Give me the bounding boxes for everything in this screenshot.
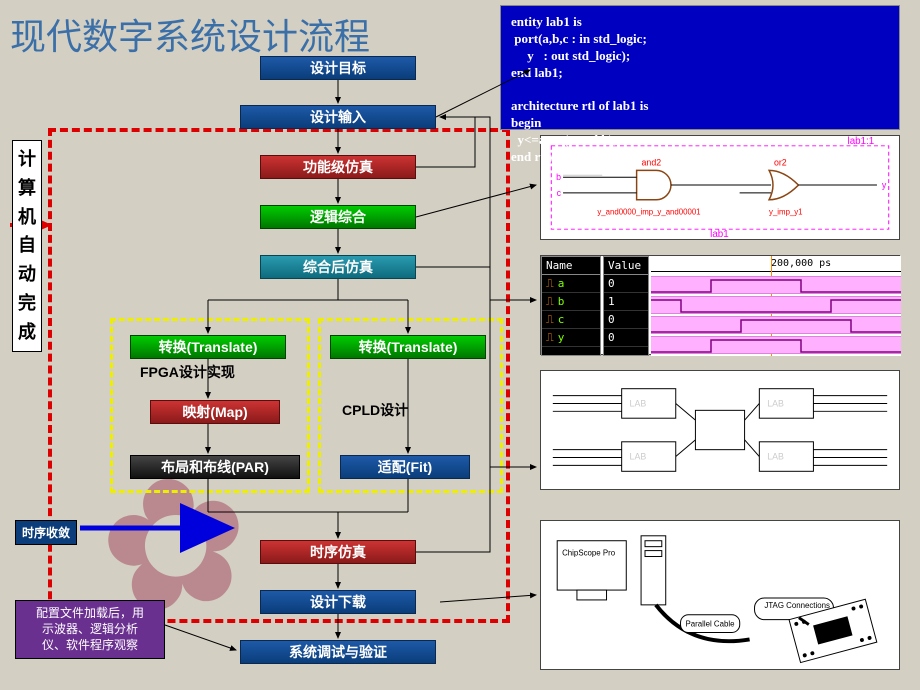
logic-schematic-panel: lab1:1 lab1 b c and2 y_and0000_imp_y_and… bbox=[540, 135, 900, 240]
config-note-l3: 仪、软件程序观察 bbox=[22, 637, 158, 653]
schematic-title-bot: lab1 bbox=[710, 229, 729, 239]
waveform-panel: Name ⎍a ⎍b ⎍c ⎍y Value 0 1 0 0 200,000 p… bbox=[540, 255, 900, 355]
sig-b: b bbox=[558, 295, 565, 308]
svg-text:LAB: LAB bbox=[767, 398, 784, 408]
download-panel: ChipScope Pro Parallel Cable JTAG Connec… bbox=[540, 520, 900, 670]
val-y: 0 bbox=[604, 331, 619, 344]
flow-box-map: 映射(Map) bbox=[150, 400, 280, 424]
flow-box-fit: 适配(Fit) bbox=[340, 455, 470, 479]
val-b: 1 bbox=[604, 295, 619, 308]
svg-text:Parallel Cable: Parallel Cable bbox=[685, 620, 735, 629]
svg-text:LAB: LAB bbox=[767, 452, 784, 462]
wave-area: 200,000 ps bbox=[651, 256, 901, 356]
label-config-note: 配置文件加载后，用 示波器、逻辑分析 仪、软件程序观察 bbox=[15, 600, 165, 659]
flow-box-synthesis: 逻辑综合 bbox=[260, 205, 416, 229]
label-timing-converge: 时序收敛 bbox=[15, 520, 77, 545]
name-header: Name bbox=[542, 257, 600, 275]
svg-text:y: y bbox=[882, 180, 887, 190]
signal-values-col: Value 0 1 0 0 bbox=[603, 256, 649, 356]
value-header: Value bbox=[604, 257, 648, 275]
vertical-label-auto: 计算机自动完成 bbox=[12, 140, 42, 352]
svg-text:ChipScope Pro: ChipScope Pro bbox=[562, 549, 616, 558]
flow-box-download: 设计下载 bbox=[260, 590, 416, 614]
flow-box-verify: 系统调试与验证 bbox=[240, 640, 436, 664]
page-title: 现代数字系统设计流程 bbox=[10, 8, 370, 60]
val-c: 0 bbox=[604, 313, 619, 326]
svg-text:y_and0000_imp_y_and00001: y_and0000_imp_y_and00001 bbox=[597, 207, 700, 216]
svg-text:and2: and2 bbox=[642, 157, 662, 167]
flow-box-func_sim: 功能级仿真 bbox=[260, 155, 416, 179]
svg-text:c: c bbox=[557, 188, 562, 198]
config-note-l2: 示波器、逻辑分析 bbox=[22, 621, 158, 637]
flow-box-post_syn_sim: 综合后仿真 bbox=[260, 255, 416, 279]
label-cpld-impl: CPLD设计 bbox=[342, 400, 408, 420]
flow-box-translate_l: 转换(Translate) bbox=[130, 335, 286, 359]
flow-box-translate_r: 转换(Translate) bbox=[330, 335, 486, 359]
label-fpga-impl: FPGA设计实现 bbox=[140, 362, 235, 382]
vhdl-code-panel: entity lab1 is port(a,b,c : in std_logic… bbox=[500, 5, 900, 130]
sig-a: a bbox=[558, 277, 565, 290]
sig-c: c bbox=[558, 313, 565, 326]
svg-text:JTAG Connections: JTAG Connections bbox=[764, 601, 830, 610]
svg-text:or2: or2 bbox=[774, 157, 787, 167]
signal-names-col: Name ⎍a ⎍b ⎍c ⎍y bbox=[541, 256, 601, 356]
cpld-block-panel: LAB LAB LAB LAB bbox=[540, 370, 900, 490]
vertical-label-text: 计算机自动完成 bbox=[13, 145, 41, 347]
sig-y: y bbox=[558, 331, 565, 344]
flow-box-timing_sim: 时序仿真 bbox=[260, 540, 416, 564]
schematic-title-top: lab1:1 bbox=[848, 136, 875, 147]
svg-text:LAB: LAB bbox=[630, 398, 647, 408]
config-note-l1: 配置文件加载后，用 bbox=[22, 605, 158, 621]
svg-text:b: b bbox=[556, 172, 561, 182]
flow-box-design_input: 设计输入 bbox=[240, 105, 436, 129]
svg-text:LAB: LAB bbox=[630, 452, 647, 462]
val-a: 0 bbox=[604, 277, 619, 290]
flow-box-par: 布局和布线(PAR) bbox=[130, 455, 300, 479]
svg-text:y_imp_y1: y_imp_y1 bbox=[769, 207, 803, 216]
